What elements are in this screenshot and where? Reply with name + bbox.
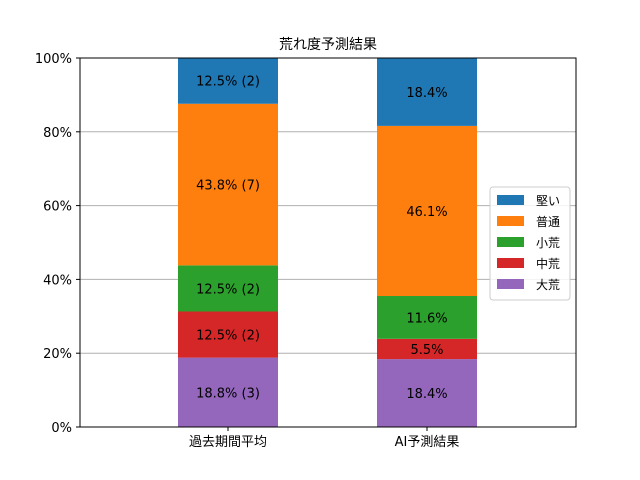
legend-label: 大荒	[536, 278, 560, 292]
x-tick-label: AI予測結果	[395, 435, 460, 450]
data-label: 18.4%	[406, 86, 447, 101]
bar-segment	[178, 357, 278, 427]
legend-label: 小荒	[536, 236, 560, 250]
data-label: 12.5% (2)	[196, 329, 260, 344]
data-label: 12.5% (2)	[196, 75, 260, 90]
bar-segment	[377, 338, 477, 360]
data-label: 11.6%	[406, 311, 447, 326]
bar-segment	[178, 57, 278, 104]
segment-labels: 18.8% (3) 12.5% (2) 12.5% (2) 43.8% (7) 12.5…	[196, 75, 448, 402]
data-label: 43.8% (7)	[196, 179, 260, 194]
y-tick-label: 40%	[43, 273, 72, 288]
data-label: 12.5% (2)	[196, 282, 260, 297]
bar-segment	[377, 125, 477, 297]
data-label: 46.1%	[406, 205, 447, 220]
x-tick-label: 過去期間平均	[189, 435, 267, 450]
bar-segment	[377, 359, 477, 427]
data-label: 5.5%	[410, 343, 443, 358]
legend-label: 堅い	[536, 194, 560, 208]
axes: 0% 20% 40% 60% 80% 100% 過去期間平均 AI予測結果	[35, 52, 460, 450]
data-label: 18.8% (3)	[196, 386, 260, 401]
bar-segment	[377, 58, 477, 126]
legend-swatch	[497, 216, 524, 226]
data-label: 18.4%	[406, 387, 447, 402]
bar-segment	[377, 296, 477, 339]
legend-swatch	[497, 195, 524, 205]
chart-title: 荒れ度予測結果	[279, 37, 377, 53]
legend-swatch	[497, 237, 524, 247]
plot-frame	[79, 57, 577, 428]
legend-swatch	[497, 258, 524, 268]
y-tick-label: 20%	[43, 347, 72, 362]
bars	[178, 57, 477, 427]
legend-swatch	[497, 279, 524, 289]
bar-segment	[178, 103, 278, 266]
y-tick-label: 60%	[43, 200, 72, 215]
bar-segment	[178, 311, 278, 358]
legend-label: 中荒	[536, 256, 560, 271]
legend-label: 普通	[536, 215, 560, 229]
legend-box	[489, 186, 571, 301]
y-tick-label: 100%	[35, 52, 72, 67]
y-tick-label: 0%	[51, 421, 72, 436]
bar-segment	[178, 265, 278, 312]
y-tick-label: 80%	[43, 126, 72, 141]
